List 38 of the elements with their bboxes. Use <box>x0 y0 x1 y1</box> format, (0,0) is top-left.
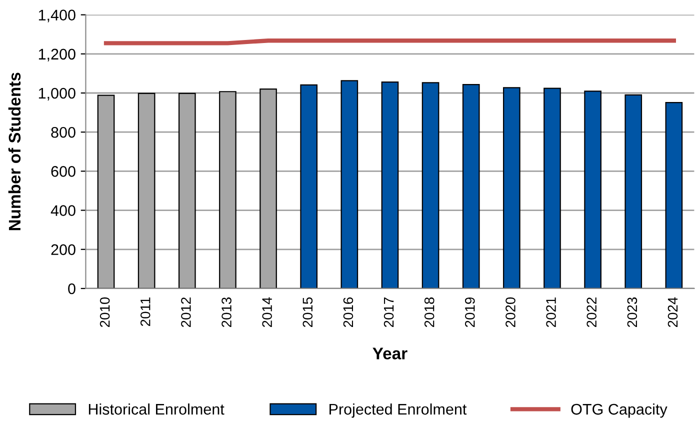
x-tick-label: 2018 <box>424 297 434 328</box>
y-tick-label: 800 <box>51 126 76 138</box>
bar <box>584 90 602 288</box>
bar <box>381 81 399 288</box>
bar <box>462 84 480 288</box>
bar <box>300 84 318 288</box>
y-axis-title: Number of Students <box>8 72 21 230</box>
y-tick-label: 1,400 <box>38 10 76 22</box>
bar <box>624 94 642 288</box>
bar <box>544 88 561 288</box>
legend-label: Projected Enrolment <box>330 403 467 418</box>
y-tick-label: 0 <box>68 283 76 294</box>
x-tick-label: 2016 <box>343 297 354 328</box>
x-tick-label: 2017 <box>384 298 394 328</box>
x-tick-label: 2013 <box>222 297 232 328</box>
bar <box>340 80 358 288</box>
legend-label: OTG Capacity <box>571 403 668 418</box>
x-axis-title: Year <box>372 348 408 360</box>
x-tick-label: 2022 <box>586 298 597 328</box>
x-tick-label: 2021 <box>546 297 556 328</box>
x-tick-label: 2023 <box>627 297 638 328</box>
x-tick-label: 2010 <box>100 297 110 328</box>
x-tick-label: 2014 <box>262 297 272 328</box>
x-tick-label: 2019 <box>464 297 475 328</box>
y-tick-label: 200 <box>51 244 76 256</box>
y-tick-label: 1,200 <box>38 48 76 62</box>
x-tick-label: 2015 <box>302 297 313 328</box>
x-tick-label: 2011 <box>140 297 150 326</box>
bar <box>422 82 440 288</box>
x-tick-label: 2024 <box>668 297 678 328</box>
bar <box>665 102 683 288</box>
y-tick-label: 600 <box>51 166 76 177</box>
legend-label: Historical Enrolment <box>88 403 224 415</box>
x-tick-label: 2012 <box>181 298 191 328</box>
y-tick-label: 400 <box>50 205 76 216</box>
y-tick-label: 1,000 <box>38 88 76 100</box>
bar <box>503 87 520 288</box>
x-tick-label: 2020 <box>506 297 516 328</box>
